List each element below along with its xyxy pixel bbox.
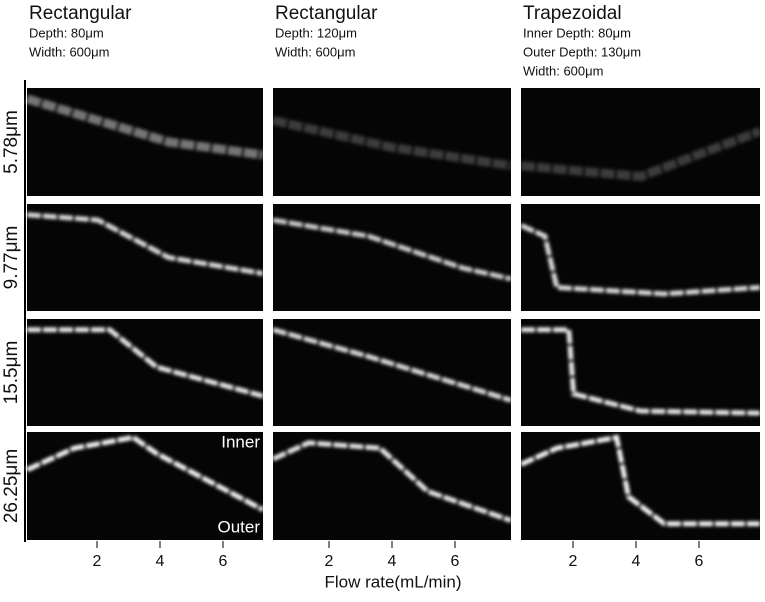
annotation: Inner [221, 432, 260, 451]
column-detail: Inner Depth: 80μm [523, 25, 631, 40]
row-label: 26.25μm [1, 449, 22, 523]
x-tick-label: 6 [451, 553, 460, 570]
x-tick-label: 2 [93, 553, 102, 570]
intensity-trace [271, 440, 512, 523]
column-detail: Depth: 80μm [29, 25, 104, 40]
x-tick-label: 6 [695, 553, 704, 570]
column-title: Rectangular [29, 3, 132, 24]
intensity-trace [272, 116, 512, 171]
x-tick-label: 2 [325, 553, 334, 570]
intensity-trace [272, 327, 512, 403]
image-panel [273, 432, 511, 540]
image-panel [273, 88, 511, 196]
x-tick-label: 2 [569, 553, 578, 570]
intensity-trace [25, 434, 265, 512]
intensity-trace [519, 223, 761, 297]
image-panel [27, 204, 263, 311]
annotation: Outer [217, 517, 260, 536]
x-tick-label: 4 [388, 553, 397, 570]
intensity-trace [26, 212, 264, 277]
image-panel [521, 319, 760, 426]
row-label: 15.5μm [1, 341, 22, 405]
column-detail: Depth: 120μm [275, 25, 357, 40]
column-title: Rectangular [275, 3, 378, 24]
image-panel [273, 319, 511, 426]
intensity-trace [27, 327, 264, 399]
intensity-trace [521, 327, 761, 416]
x-axis-label: Flow rate(mL/min) [325, 572, 462, 591]
intensity-trace [520, 126, 762, 182]
intensity-trace [25, 94, 264, 160]
intensity-trace [272, 217, 512, 282]
column-title: Trapezoidal [523, 3, 622, 24]
row-label: 5.78μm [1, 110, 22, 174]
x-tick-label: 6 [219, 553, 228, 570]
column-detail: Width: 600μm [275, 44, 355, 59]
image-panel [27, 319, 263, 426]
column-detail: Outer Depth: 130μm [523, 44, 641, 59]
x-tick-label: 4 [632, 553, 641, 570]
x-tick-label: 4 [156, 553, 165, 570]
column-detail: Width: 600μm [523, 63, 603, 78]
image-panel [27, 88, 263, 196]
column-detail: Width: 600μm [29, 44, 109, 59]
row-label: 9.77μm [1, 226, 22, 290]
intensity-trace [519, 434, 760, 527]
image-panel [273, 204, 511, 311]
